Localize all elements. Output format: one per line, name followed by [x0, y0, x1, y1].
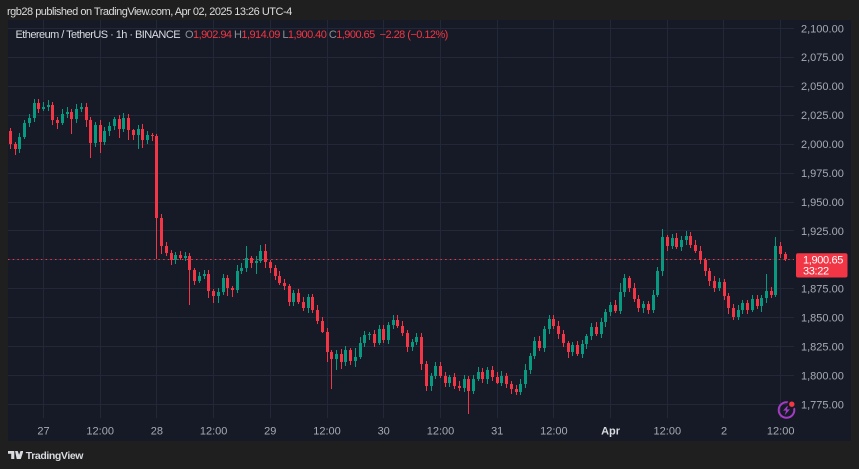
- svg-text:27: 27: [37, 425, 49, 437]
- svg-text:1,925.00: 1,925.00: [801, 226, 844, 238]
- svg-text:2,100.00: 2,100.00: [801, 23, 844, 35]
- svg-text:1,775.00: 1,775.00: [801, 399, 844, 411]
- svg-text:33:22: 33:22: [803, 266, 829, 278]
- svg-text:12:00: 12:00: [200, 425, 228, 437]
- svg-text:12:00: 12:00: [427, 425, 455, 437]
- svg-text:12:00: 12:00: [767, 425, 795, 437]
- svg-text:1,800.00: 1,800.00: [801, 370, 844, 382]
- svg-text:29: 29: [264, 425, 276, 437]
- svg-text:1,850.00: 1,850.00: [801, 313, 844, 325]
- svg-text:1,950.00: 1,950.00: [801, 197, 844, 209]
- svg-text:Apr: Apr: [601, 425, 621, 437]
- svg-text:12:00: 12:00: [313, 425, 341, 437]
- svg-text:2,050.00: 2,050.00: [801, 81, 844, 93]
- svg-text:1,875.00: 1,875.00: [801, 284, 844, 296]
- svg-text:1,975.00: 1,975.00: [801, 168, 844, 180]
- svg-text:2: 2: [721, 425, 727, 437]
- svg-text:1,825.00: 1,825.00: [801, 341, 844, 353]
- svg-text:2,000.00: 2,000.00: [801, 139, 844, 151]
- svg-text:31: 31: [491, 425, 503, 437]
- svg-text:30: 30: [378, 425, 390, 437]
- svg-text:12:00: 12:00: [654, 425, 682, 437]
- svg-text:12:00: 12:00: [86, 425, 114, 437]
- svg-text:2,075.00: 2,075.00: [801, 52, 844, 64]
- svg-text:28: 28: [151, 425, 163, 437]
- svg-text:2,025.00: 2,025.00: [801, 110, 844, 122]
- svg-text:12:00: 12:00: [540, 425, 568, 437]
- svg-text:1,900.65: 1,900.65: [803, 255, 843, 267]
